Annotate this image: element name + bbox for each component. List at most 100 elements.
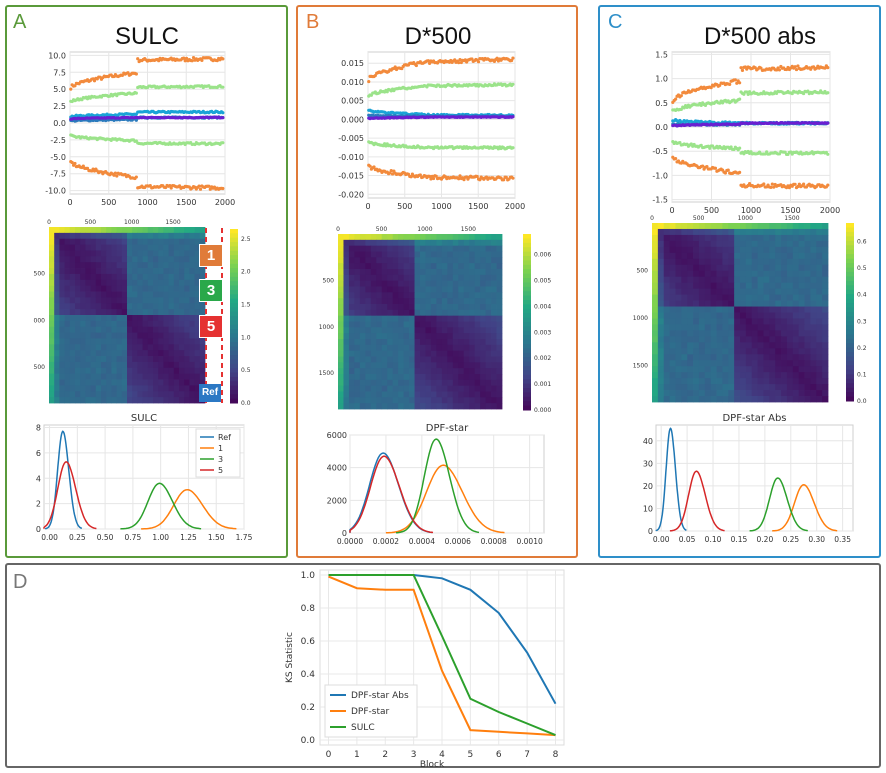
heatmap-cell: [414, 368, 421, 375]
heatmap-cell: [194, 367, 201, 375]
heatmap-cell: [153, 268, 159, 275]
heatmap-x-tick: 1500: [461, 226, 476, 233]
heatmap-cell: [469, 280, 476, 287]
heatmap-cell: [132, 385, 138, 392]
heatmap-cell: [425, 263, 432, 270]
heatmap-cell: [430, 280, 437, 287]
heatmap-cell: [59, 344, 65, 351]
data-point: [390, 172, 395, 176]
heatmap-cell: [116, 320, 123, 328]
heatmap-cell: [414, 339, 421, 346]
heatmap-cell: [447, 309, 454, 317]
heatmap-cell: [354, 327, 361, 334]
heatmap-cell: [142, 367, 149, 375]
heatmap-cell: [163, 244, 169, 251]
heatmap-cell: [189, 397, 195, 404]
heatmap-cell: [392, 385, 399, 392]
data-point: [475, 174, 479, 179]
heatmap-cell: [338, 350, 344, 357]
heatmap-cell: [116, 367, 123, 375]
heatmap-cell: [59, 273, 65, 281]
heatmap-cell: [153, 356, 159, 363]
heatmap-cell: [49, 326, 55, 333]
colorbar-segment: [230, 398, 238, 404]
heatmap-cell: [425, 374, 432, 381]
data-point: [115, 174, 119, 178]
heatmap-cell: [116, 332, 123, 339]
heatmap-cell: [106, 338, 112, 345]
heatmap-cell: [69, 268, 76, 275]
heatmap-cell: [430, 368, 437, 375]
heatmap-cell: [49, 303, 55, 310]
y-tick-label: 0: [36, 525, 41, 534]
heatmap-cell: [425, 245, 432, 252]
heatmap-cell: [392, 286, 399, 293]
heatmap-cell: [354, 304, 361, 311]
heatmap-cell: [64, 291, 71, 298]
data-point: [735, 81, 739, 85]
heatmap-cell: [491, 251, 497, 258]
heatmap-cell: [121, 256, 128, 263]
heatmap-cell: [496, 280, 503, 287]
heatmap-cell: [376, 304, 383, 311]
heatmap-cell: [441, 333, 448, 340]
heatmap-cell: [85, 238, 91, 245]
heatmap-cell: [153, 297, 159, 304]
heatmap-cell: [121, 385, 128, 392]
colorbar-segment: [230, 376, 238, 382]
colorbar-segment: [523, 348, 531, 354]
heatmap-cell: [359, 263, 366, 270]
heatmap-cell: [121, 244, 128, 251]
data-point: [134, 175, 138, 179]
heatmap-cell: [387, 350, 394, 357]
heatmap-cell: [179, 279, 185, 287]
heatmap-cell: [194, 303, 201, 310]
heatmap-cell: [387, 251, 394, 258]
heatmap-cell: [163, 391, 169, 398]
y-tick-label: 4000: [327, 464, 347, 473]
heatmap-cell: [163, 309, 169, 316]
heatmap-cell: [75, 227, 81, 234]
heatmap-cell: [137, 338, 143, 345]
heatmap-cell: [49, 244, 55, 251]
heatmap-cell: [348, 327, 355, 334]
heatmap-cell: [49, 379, 55, 386]
colorbar-segment: [523, 335, 531, 341]
heatmap-cell: [447, 368, 454, 375]
heatmap-cell: [496, 356, 503, 363]
data-point: [221, 111, 225, 115]
heatmap-cell: [409, 397, 415, 404]
data-point: [409, 175, 413, 179]
heatmap-cell: [409, 350, 415, 357]
heatmap-cell: [184, 273, 190, 281]
heatmap-cell: [409, 239, 415, 247]
data-point: [113, 171, 118, 175]
heatmap-cell: [447, 257, 454, 264]
heatmap-cell: [338, 280, 344, 287]
heatmap-cell: [80, 268, 86, 275]
heatmap-cell: [69, 344, 76, 351]
heatmap-cell: [95, 385, 102, 392]
heatmap-cell: [409, 327, 415, 334]
heatmap-cell: [447, 385, 454, 392]
heatmap-cell: [425, 356, 432, 363]
heatmap-cell: [496, 321, 503, 328]
colorbar-segment: [523, 370, 531, 376]
colorbar-segment: [230, 233, 238, 239]
heatmap-cell: [194, 285, 201, 292]
series-purple: [367, 115, 515, 121]
heatmap-cell: [447, 397, 454, 404]
x-tick-label: 0: [67, 198, 72, 207]
heatmap-cell: [480, 234, 486, 241]
heatmap-cell: [414, 391, 421, 398]
heatmap-cell: [480, 374, 486, 381]
heatmap-cell: [463, 286, 470, 293]
heatmap-cell: [137, 361, 143, 369]
heatmap-cell: [106, 397, 112, 404]
heatmap-cell: [69, 238, 76, 245]
heatmap-cell: [90, 315, 97, 322]
heatmap-cell: [387, 269, 394, 276]
heatmap-cell: [64, 303, 71, 310]
heatmap-cell: [49, 367, 55, 375]
heatmap-cell: [359, 385, 366, 392]
